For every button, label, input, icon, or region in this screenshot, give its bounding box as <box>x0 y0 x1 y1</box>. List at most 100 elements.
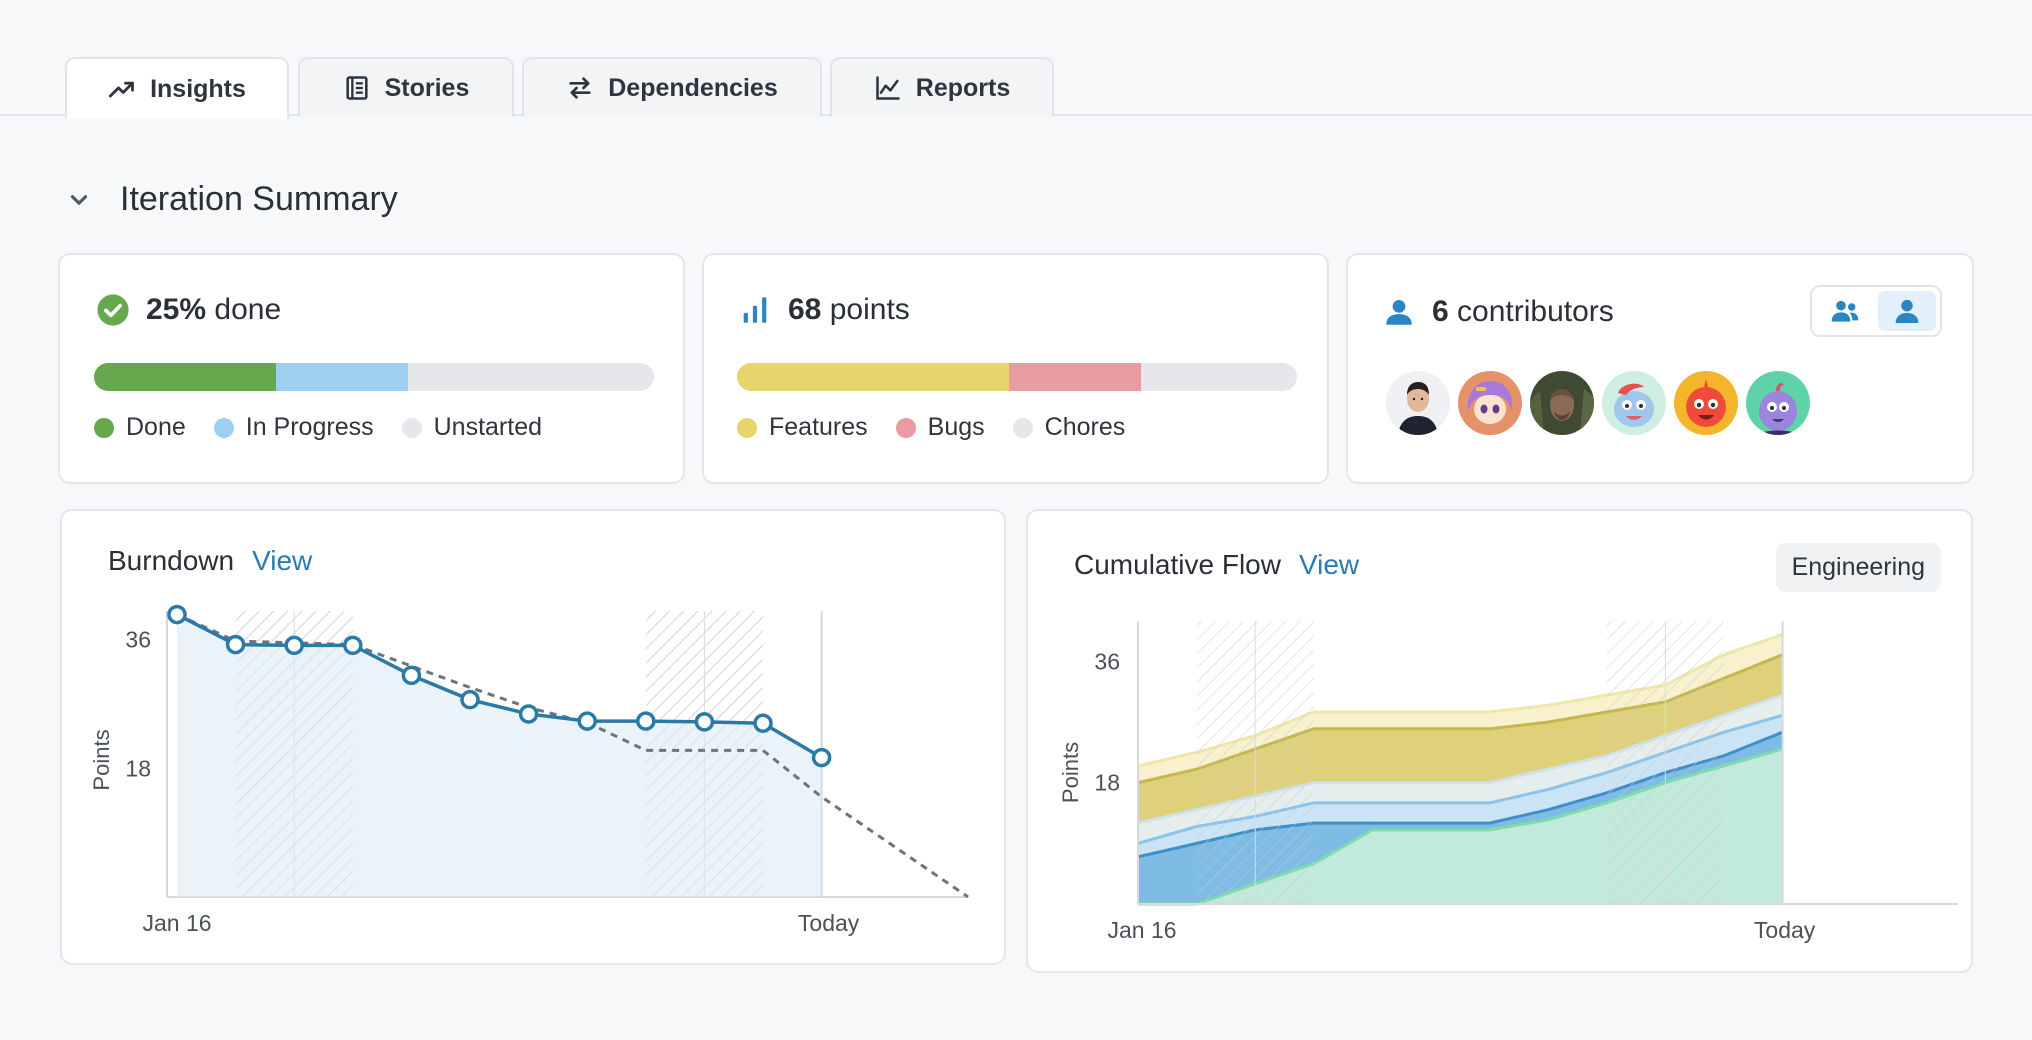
bar-bugs-segment <box>1009 363 1142 391</box>
x-tick-label: Jan 16 <box>1107 917 1176 943</box>
section-header: Iteration Summary <box>66 180 398 219</box>
document-list-icon <box>345 76 368 100</box>
points-legend: Features Bugs Chores <box>737 413 1125 442</box>
y-tick-label: 18 <box>125 755 151 781</box>
avatar-blue-monster[interactable] <box>1602 371 1666 435</box>
contributor-avatars <box>1386 371 1810 435</box>
avatar-red-monster[interactable] <box>1674 371 1738 435</box>
cumulative-flow-header: Cumulative Flow View <box>1074 549 1359 581</box>
cumulative-flow-card: Cumulative Flow View Engineering 18 36 Poi… <box>1026 509 1973 973</box>
done-stat: 25% done <box>96 293 281 327</box>
contributors-unit: contributors <box>1457 295 1614 328</box>
check-circle-icon <box>97 294 129 326</box>
points-breakdown-bar <box>737 363 1297 391</box>
tab-label: Stories <box>384 73 470 102</box>
bar-done-segment <box>94 363 276 391</box>
legend-label: Done <box>126 413 186 441</box>
legend-chores: Chores <box>1012 413 1126 442</box>
data-point <box>343 635 363 656</box>
bar-in-progress-segment <box>276 363 408 391</box>
points-unit: points <box>829 293 910 326</box>
points-stat: 68 points <box>738 293 910 327</box>
x-tick-label: Today <box>1754 917 1816 943</box>
x-tick-label: Jan 16 <box>142 910 211 936</box>
legend-label: Unstarted <box>433 413 542 441</box>
avatar-purple-monster[interactable] <box>1746 371 1810 435</box>
tab-bar: Insights Stories Dependencies Reports <box>0 0 2032 119</box>
group-view-button[interactable] <box>1816 291 1874 331</box>
data-point <box>753 713 773 734</box>
swap-arrows-icon <box>569 77 591 99</box>
features-dot <box>737 417 757 438</box>
done-unit: done <box>214 293 282 326</box>
team-filter-tag[interactable]: Engineering <box>1775 543 1941 592</box>
unstarted-dot <box>401 417 422 438</box>
cumulative-flow-view-link[interactable]: View <box>1298 549 1360 580</box>
legend-label: Bugs <box>927 413 985 441</box>
data-point <box>694 712 715 732</box>
data-point <box>284 635 304 656</box>
line-chart-icon <box>875 76 900 100</box>
burndown-chart: 18 36 Points Jan 16 Today <box>89 604 969 936</box>
group-icon <box>1831 300 1859 322</box>
tab-label: Dependencies <box>608 73 778 102</box>
chevron-down-icon[interactable] <box>66 187 92 213</box>
points-value: 68 <box>788 293 822 326</box>
legend-unstarted: Unstarted <box>401 413 542 442</box>
legend-features: Features <box>737 413 868 442</box>
chores-dot <box>1012 417 1033 438</box>
tab-label: Reports <box>915 73 1011 102</box>
data-point <box>167 604 187 625</box>
burndown-title: Burndown <box>108 545 235 576</box>
done-progress-bar <box>94 363 654 391</box>
avatar-purple-hair[interactable] <box>1458 371 1522 435</box>
x-tick-label: Today <box>798 910 860 936</box>
avatar-person-photo[interactable] <box>1386 371 1450 435</box>
cumulative-flow-title: Cumulative Flow <box>1074 549 1281 580</box>
legend-label: In Progress <box>245 413 374 441</box>
contributors-value: 6 <box>1432 295 1449 328</box>
bar-features-segment <box>737 363 1010 391</box>
burndown-area <box>177 614 822 897</box>
legend-label: Chores <box>1044 413 1126 441</box>
bar-chart-icon <box>743 297 767 323</box>
contributors-view-toggle <box>1810 285 1942 337</box>
data-point <box>577 711 597 731</box>
tab-insights[interactable]: Insights <box>65 57 289 119</box>
burndown-header: Burndown View <box>108 545 312 577</box>
contributors-stat: 6 contributors <box>1382 295 1614 329</box>
data-point <box>518 704 539 724</box>
actual-line <box>176 613 823 760</box>
legend-done: Done <box>94 413 186 442</box>
avatar-forest-photo[interactable] <box>1530 371 1594 435</box>
done-legend: Done In Progress Unstarted <box>94 413 542 442</box>
tab-stories[interactable]: Stories <box>298 57 514 117</box>
contributors-card: 6 contributors <box>1346 253 1974 484</box>
data-point <box>636 711 656 731</box>
in-progress-dot <box>213 417 234 438</box>
tab-reports[interactable]: Reports <box>830 57 1054 117</box>
legend-label: Features <box>769 413 868 441</box>
cumulative-flow-chart: 18 36 Points Jan 16 Today <box>1058 621 1958 943</box>
data-point <box>460 689 480 710</box>
bugs-dot <box>895 417 916 438</box>
data-point <box>401 665 422 686</box>
points-card: 68 points Features Bugs Chores <box>702 253 1329 484</box>
done-card: 25% done Done In Progress Unstarted <box>58 253 685 484</box>
burndown-card: Burndown View 18 36 Points Jan 16 Today <box>60 509 1006 965</box>
tab-dependencies[interactable]: Dependencies <box>522 57 822 117</box>
person-icon <box>1386 299 1412 325</box>
tab-label: Insights <box>150 74 246 103</box>
y-tick-label: 36 <box>125 627 151 653</box>
burndown-view-link[interactable]: View <box>252 545 313 576</box>
trending-up-icon <box>109 81 134 98</box>
legend-bugs: Bugs <box>895 413 985 442</box>
done-value: 25% <box>146 293 207 326</box>
y-axis-label: Points <box>1058 742 1083 803</box>
person-icon <box>1895 299 1919 323</box>
y-axis-label: Points <box>89 729 114 790</box>
data-point <box>811 747 832 768</box>
y-tick-label: 18 <box>1094 770 1120 796</box>
person-view-button[interactable] <box>1878 291 1936 331</box>
legend-in-progress: In Progress <box>213 413 374 442</box>
